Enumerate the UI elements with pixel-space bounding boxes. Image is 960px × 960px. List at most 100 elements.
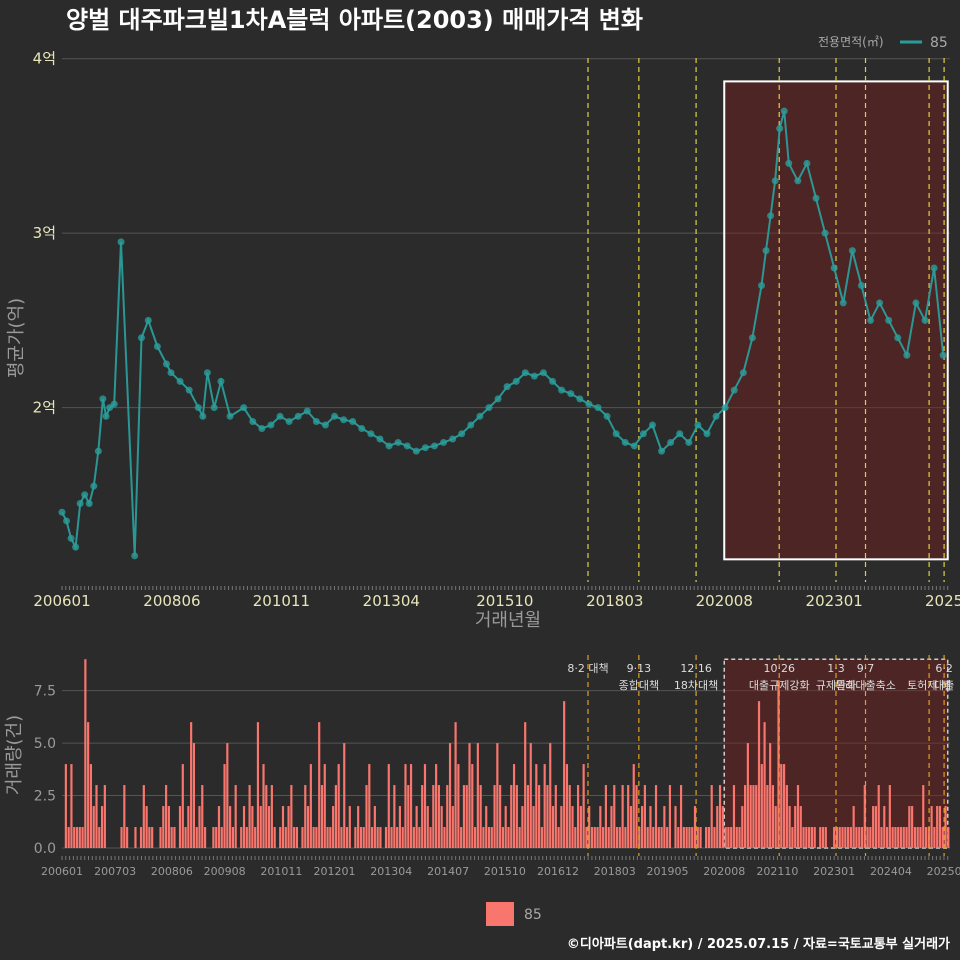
price-point-89 [776,124,784,132]
price-point-80 [712,412,720,420]
price-point-24 [203,369,211,377]
volume-bar-140 [451,806,454,848]
volume-bar-218 [668,785,672,848]
volume-bar-151 [482,827,485,848]
bottom-x-tick-0: 200601 [41,865,83,878]
volume-bar-105 [354,827,357,848]
price-point-36 [312,418,320,426]
volume-bar-35 [159,827,162,848]
volume-bar-267 [805,827,808,848]
volume-bar-62 [234,785,237,848]
volume-bar-281 [844,827,847,848]
price-point-2 [67,534,75,542]
price-point-71 [630,442,638,450]
bottom-x-tick-12: 202008 [703,865,745,878]
volume-bar-286 [858,827,861,848]
volume-bar-29 [142,785,145,848]
annotation-name-7: 대출 [934,679,954,692]
volume-bar-290 [869,827,872,848]
price-point-84 [748,334,756,342]
volume-bar-139 [448,743,452,848]
volume-bar-254 [769,743,772,848]
volume-bar-32 [151,827,154,848]
volume-bar-65 [242,806,246,848]
volume-bar-283 [849,827,852,848]
price-point-76 [676,430,684,438]
volume-bar-318 [947,827,950,848]
volume-bar-164 [518,827,521,848]
volume-bar-197 [610,806,613,848]
volume-bar-141 [454,722,457,848]
volume-bar-40 [173,827,176,848]
price-point-5 [81,491,89,499]
volume-bar-222 [679,785,683,848]
volume-bar-177 [554,785,557,848]
volume-bar-152 [485,806,488,848]
price-point-107 [930,264,938,272]
price-point-79 [703,430,711,438]
volume-bar-220 [674,806,677,848]
volume-bar-307 [916,827,919,848]
price-point-108 [939,351,947,359]
price-point-102 [885,316,893,324]
price-point-106 [921,316,929,324]
volume-bar-259 [782,764,786,848]
bottom-axis-ticks: 200601 200703 200806 200908 201011 201201 2013… [41,856,960,878]
volume-bar-204 [629,806,633,848]
price-point-74 [658,447,666,455]
price-point-40 [349,418,357,426]
volume-bar-60 [229,806,232,848]
top-y-tick-1: 3억 [33,224,56,242]
volume-bar-56 [217,806,221,848]
volume-bar-243 [738,827,741,848]
volume-bar-312 [930,806,933,848]
volume-bar-43 [181,764,184,848]
volume-bar-183 [571,806,574,848]
volume-bar-298 [891,827,894,848]
volume-bar-87 [304,785,307,848]
price-point-99 [857,281,865,289]
price-point-13 [117,238,125,246]
volume-bar-59 [226,743,229,848]
volume-bar-153 [487,827,491,848]
volume-bar-124 [407,785,410,848]
volume-bar-167 [526,785,530,848]
price-point-14 [131,552,139,560]
volume-bar-4 [73,827,76,848]
price-point-21 [185,386,193,394]
chart-title: 양벌 대주파크빌1차A블럭 아파트(2003) 매매가격 변화 [66,6,643,34]
volume-bar-261 [788,806,791,848]
volume-bar-241 [732,785,736,848]
price-point-43 [376,435,384,443]
price-point-22 [194,404,202,412]
price-point-29 [249,418,257,426]
top-x-tick-1: 200806 [143,592,200,610]
volume-bar-21 [120,827,123,848]
volume-bar-145 [465,785,468,848]
volume-bar-90 [312,827,315,848]
volume-bar-236 [718,785,722,848]
volume-bar-131 [426,806,429,848]
volume-bar-7 [81,827,84,848]
volume-bars [64,659,950,848]
volume-bar-162 [512,764,516,848]
volume-bar-209 [643,785,646,848]
volume-bar-113 [376,827,379,848]
volume-bar-78 [279,827,282,848]
price-point-95 [821,229,829,237]
volume-bar-199 [615,827,619,848]
top-x-tick-4: 201510 [476,592,533,610]
price-point-64 [567,390,575,398]
volume-bar-170 [535,764,538,848]
price-point-48 [421,444,429,452]
bottom-x-tick-16: 20250 [927,865,960,878]
volume-bar-225 [688,827,691,848]
price-point-100 [867,316,875,324]
volume-bar-68 [251,806,254,848]
price-point-69 [612,430,620,438]
volume-bar-179 [560,806,563,848]
top-x-tick-5: 201803 [586,592,643,610]
top-axis-ticks: 200601 200806 201011 201304 201510 201803 2020… [33,586,960,610]
volume-bar-57 [220,827,223,848]
volume-bar-235 [716,806,719,848]
